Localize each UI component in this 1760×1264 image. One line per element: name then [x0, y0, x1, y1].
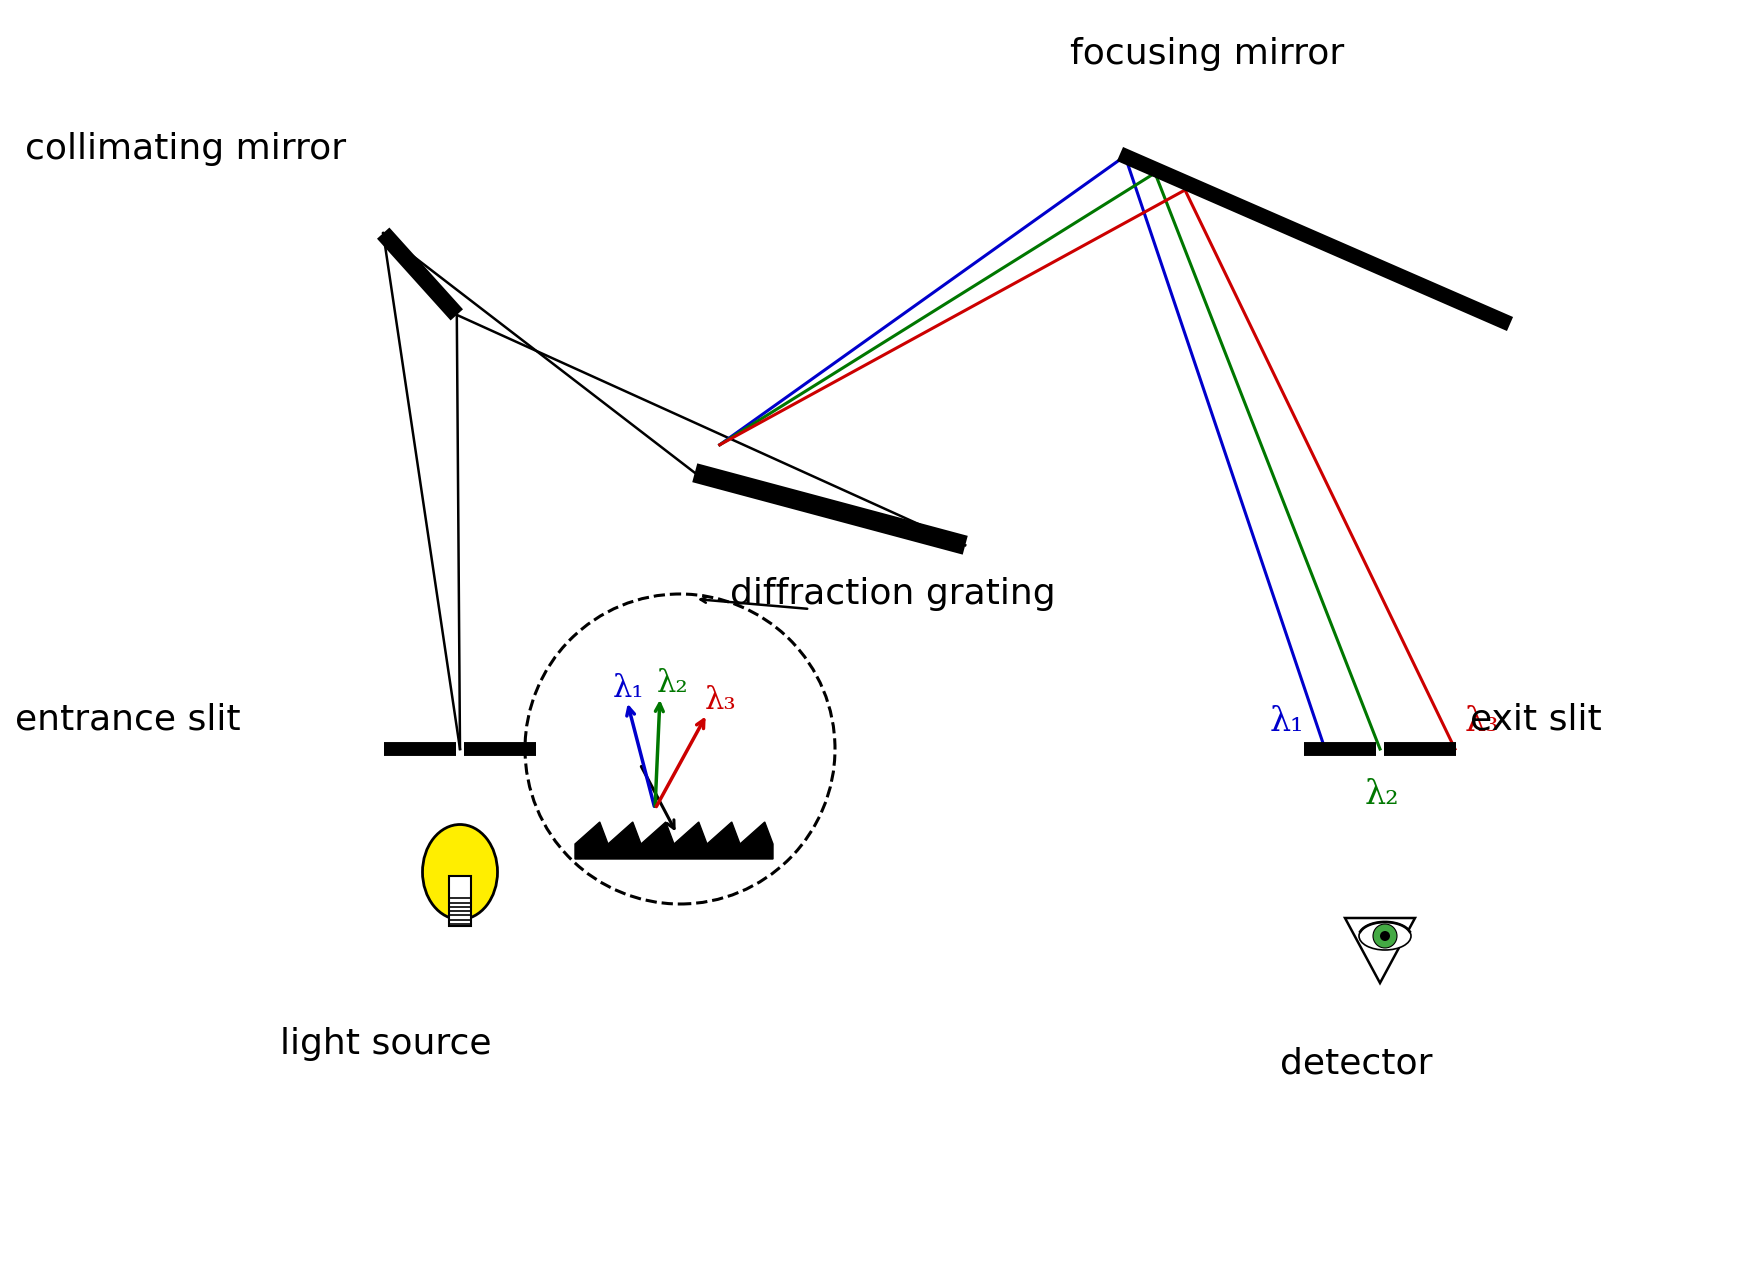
- Polygon shape: [576, 822, 773, 860]
- Circle shape: [1373, 924, 1397, 948]
- Text: λ₁: λ₁: [1271, 707, 1304, 738]
- Text: light source: light source: [280, 1026, 491, 1060]
- Text: detector: detector: [1280, 1047, 1433, 1081]
- Text: collimating mirror: collimating mirror: [25, 131, 347, 166]
- Ellipse shape: [1359, 921, 1412, 951]
- Text: λ₃: λ₃: [1464, 707, 1500, 738]
- Polygon shape: [1345, 918, 1415, 983]
- Text: exit slit: exit slit: [1470, 702, 1602, 736]
- Text: focusing mirror: focusing mirror: [1070, 37, 1345, 71]
- Text: λ₃: λ₃: [706, 685, 737, 715]
- Text: entrance slit: entrance slit: [16, 702, 241, 736]
- Ellipse shape: [422, 824, 498, 919]
- Text: λ₂: λ₂: [656, 667, 688, 699]
- Text: λ₂: λ₂: [1366, 779, 1399, 811]
- Circle shape: [1380, 932, 1390, 940]
- Text: λ₁: λ₁: [612, 672, 644, 704]
- Text: diffraction grating: diffraction grating: [730, 576, 1056, 611]
- Bar: [449, 876, 472, 927]
